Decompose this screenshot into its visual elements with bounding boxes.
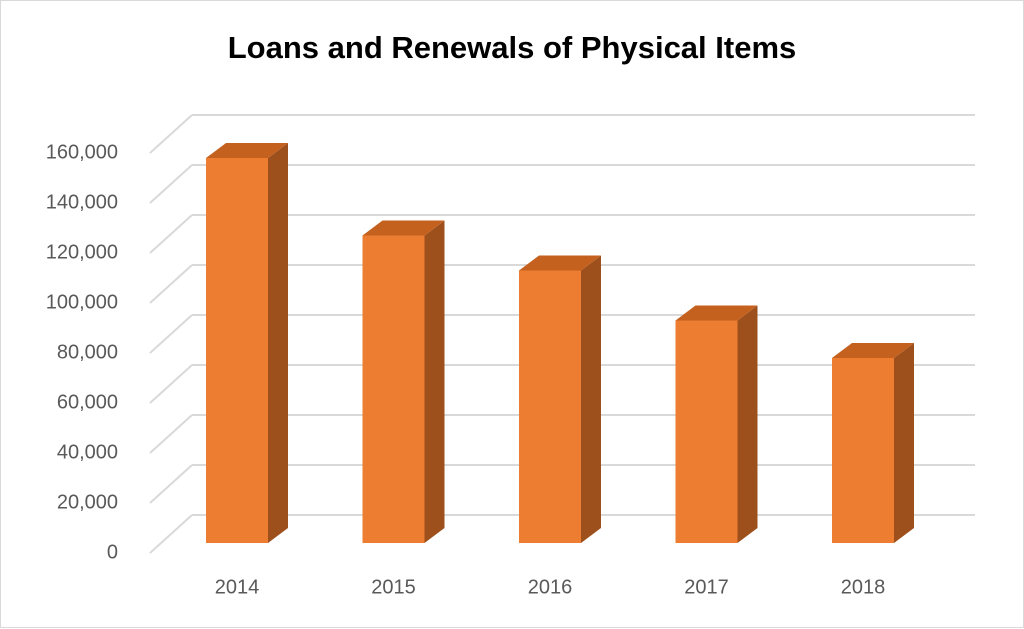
x-tick-label: 2017: [684, 576, 729, 598]
grid-line-side: [149, 414, 193, 454]
grid-line-side: [149, 214, 193, 254]
bar-top: [362, 220, 445, 236]
grid-line-side: [149, 314, 193, 354]
y-tick-label: 0: [107, 541, 118, 563]
chart-title: Loans and Renewals of Physical Items: [228, 30, 797, 65]
bar-top: [519, 255, 601, 271]
bar: [519, 270, 581, 543]
grid-line-side: [149, 364, 193, 404]
grid-line-side: [149, 114, 193, 154]
bar-side: [894, 343, 914, 543]
bar-top: [206, 143, 288, 158]
bar-side: [268, 143, 288, 543]
y-tick-label: 140,000: [46, 191, 118, 213]
grid-line-side: [149, 164, 193, 204]
bar-top: [675, 305, 758, 321]
x-tick-label: 2018: [841, 576, 886, 598]
bar-top: [832, 343, 914, 358]
y-tick-label: 20,000: [57, 491, 118, 513]
x-tick-label: 2016: [528, 576, 573, 598]
bar: [362, 235, 425, 543]
bar: [675, 320, 738, 543]
y-tick-label: 80,000: [57, 341, 118, 363]
grid-line-side: [149, 514, 193, 554]
y-tick-label: 100,000: [46, 291, 118, 313]
grid-line-side: [149, 464, 193, 504]
y-tick-label: 60,000: [57, 391, 118, 413]
bar-side: [737, 305, 758, 543]
y-tick-label: 120,000: [46, 241, 118, 263]
y-tick-label: 160,000: [46, 141, 118, 163]
x-tick-label: 2015: [371, 576, 416, 598]
bar-side: [424, 220, 445, 543]
bar: [832, 358, 894, 543]
y-tick-label: 40,000: [57, 441, 118, 463]
x-tick-label: 2014: [215, 576, 260, 598]
bar-side: [581, 255, 601, 543]
grid-line-side: [149, 264, 193, 304]
bar: [206, 158, 268, 543]
